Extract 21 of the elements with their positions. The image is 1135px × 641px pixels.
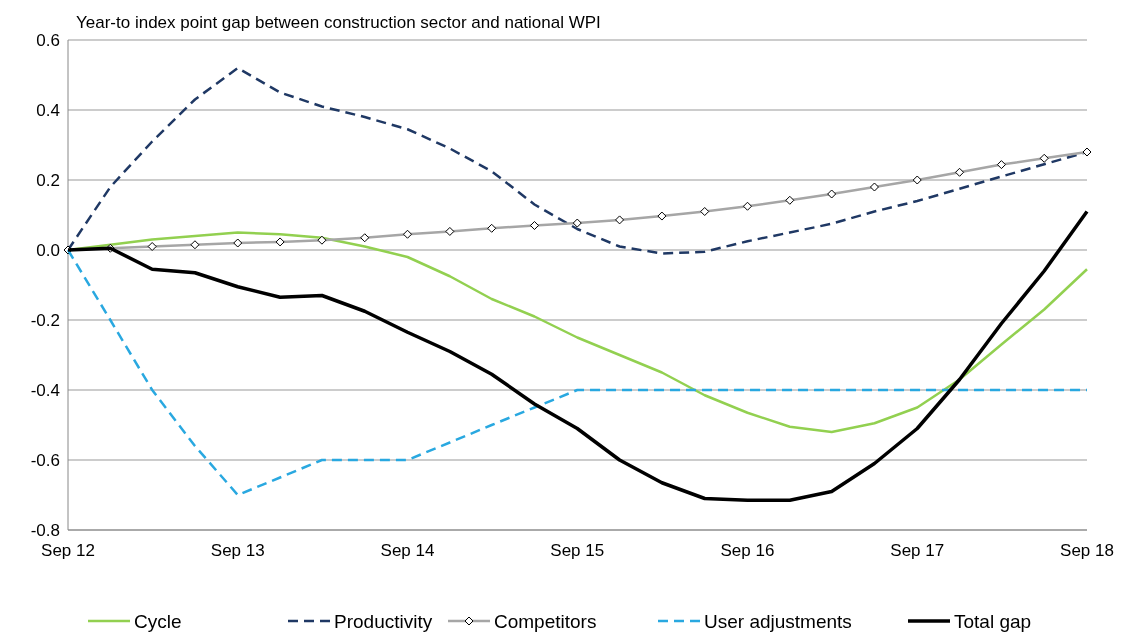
x-tick-label: Sep 18	[1060, 541, 1114, 560]
y-tick-label: 0.0	[36, 240, 60, 260]
y-tick-label: -0.6	[30, 450, 60, 470]
y-tick-label: -0.8	[30, 520, 60, 540]
legend-label: Productivity	[334, 610, 433, 632]
legend-label: Total gap	[954, 610, 1032, 632]
legend-label: User adjustments	[704, 610, 852, 632]
chart-title: Year-to index point gap between construction sector and national WPI	[76, 13, 601, 32]
x-tick-label: Sep 15	[550, 541, 605, 560]
legend-label: Cycle	[134, 610, 182, 632]
x-tick-label: Sep 13	[210, 541, 265, 560]
x-tick-label: Sep 16	[720, 541, 775, 560]
x-tick-label: Sep 12	[41, 541, 95, 560]
y-tick-label: -0.2	[30, 310, 60, 330]
legend-label: Competitors	[494, 610, 597, 632]
y-tick-label: 0.6	[36, 30, 60, 50]
y-tick-label: 0.2	[36, 170, 60, 190]
x-tick-label: Sep 17	[890, 541, 945, 560]
y-tick-label: -0.4	[30, 380, 60, 400]
y-tick-label: 0.4	[36, 100, 60, 120]
x-tick-label: Sep 14	[380, 541, 435, 560]
